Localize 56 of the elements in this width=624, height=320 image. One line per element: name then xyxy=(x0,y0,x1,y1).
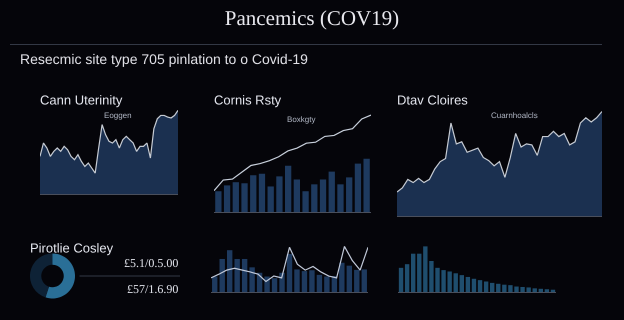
bar xyxy=(276,176,283,212)
bar xyxy=(346,177,352,212)
bar xyxy=(339,262,345,292)
chart-title: Cornis Rsty xyxy=(214,92,282,108)
chart-title: Pirotlie Cosley xyxy=(30,240,114,256)
bar xyxy=(272,278,278,292)
bar xyxy=(328,172,335,212)
annotation: Eoggen xyxy=(104,111,132,120)
text: Resecmic site type 705 pinlation to o Covid-19 xyxy=(20,51,308,67)
annotation: Cuarnhoalcls xyxy=(491,111,538,120)
bar xyxy=(354,164,362,212)
text: Pancemics (COV19) xyxy=(224,6,400,31)
bar xyxy=(324,276,330,292)
chart-title: Cann Uterinity xyxy=(40,92,123,108)
bar xyxy=(250,175,256,212)
bar xyxy=(302,271,308,292)
bar xyxy=(241,183,248,212)
bar xyxy=(285,166,292,212)
bar xyxy=(398,268,404,292)
bar xyxy=(472,278,476,292)
bar xyxy=(309,270,315,292)
annotation: Boxkgty xyxy=(287,115,316,124)
bar xyxy=(332,276,338,292)
bar xyxy=(294,269,300,292)
bar xyxy=(354,270,360,292)
bar xyxy=(258,174,266,212)
bar xyxy=(346,266,352,292)
chart-title: Dtav Cloires xyxy=(397,92,468,108)
bar xyxy=(316,274,322,292)
bar xyxy=(302,191,309,212)
bar xyxy=(220,258,225,292)
bar xyxy=(268,186,274,212)
bar xyxy=(232,182,239,212)
bar xyxy=(242,258,248,292)
bar xyxy=(286,254,292,292)
donut-slice xyxy=(46,254,75,298)
bar xyxy=(320,180,326,212)
donut-slice xyxy=(30,254,52,298)
bar xyxy=(435,268,440,292)
bar xyxy=(337,184,344,212)
bar xyxy=(514,286,519,292)
bar xyxy=(478,280,482,292)
bar xyxy=(227,250,232,292)
bar xyxy=(311,184,318,212)
bar xyxy=(294,180,300,212)
bar xyxy=(362,269,367,292)
bar xyxy=(256,272,262,292)
text: £57/1.6.90 xyxy=(127,282,178,296)
bar xyxy=(249,267,255,292)
bar xyxy=(234,258,240,292)
bar xyxy=(364,158,370,212)
bar xyxy=(264,276,270,292)
bar xyxy=(215,191,222,212)
bar xyxy=(212,276,218,292)
bar xyxy=(224,185,230,212)
text: £5.1/0.5.00 xyxy=(124,256,178,270)
